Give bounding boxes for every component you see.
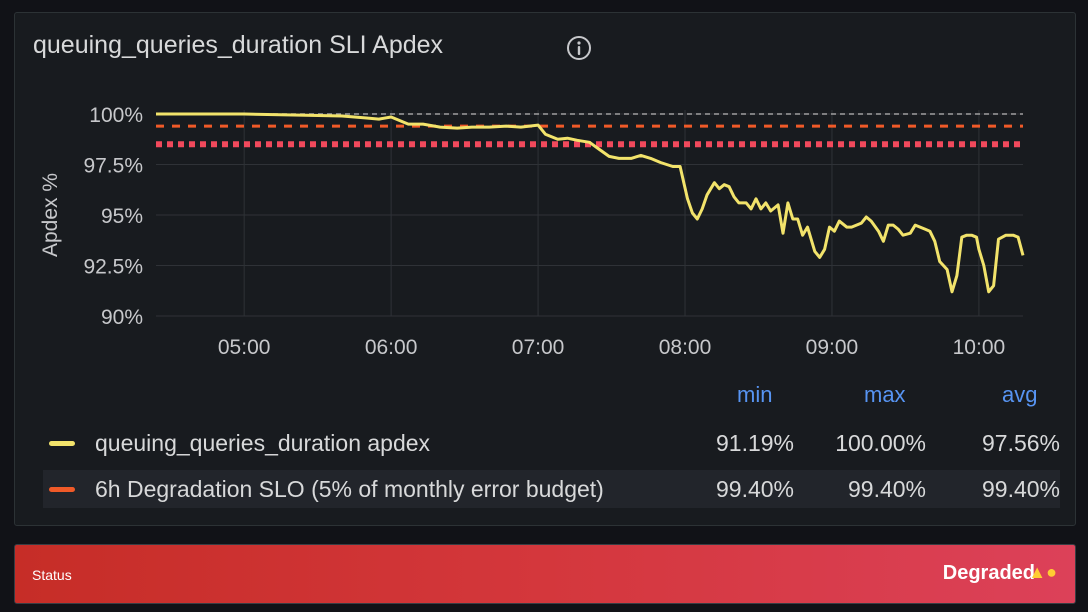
y-tick-label: 100% <box>89 104 143 127</box>
legend-min-value: 91.19% <box>715 430 794 456</box>
x-tick-label: 09:00 <box>806 336 859 359</box>
legend-header-min[interactable]: min <box>737 382 773 407</box>
legend-avg-value: 97.56% <box>981 430 1060 456</box>
fire-icon: ▲ <box>1028 562 1047 582</box>
legend-avg-value: 99.40% <box>981 476 1060 502</box>
y-tick-label: 90% <box>101 306 143 329</box>
status-icons: ▲● <box>1028 562 1057 583</box>
legend-row-apdex[interactable]: queuing_queries_duration apdex 91.19% 10… <box>43 424 1060 462</box>
y-tick-label: 95% <box>101 205 143 228</box>
apdex-panel: queuing_queries_duration SLI Apdex 100% 9… <box>14 12 1076 526</box>
hot-face-icon: ● <box>1046 562 1057 582</box>
y-tick-label: 97.5% <box>83 155 143 178</box>
legend-series-name[interactable]: queuing_queries_duration apdex <box>95 430 431 456</box>
legend-header-avg[interactable]: avg <box>1002 382 1038 407</box>
info-circle-icon[interactable] <box>566 35 592 61</box>
panel-title: queuing_queries_duration SLI Apdex <box>33 31 444 59</box>
y-axis-label: Apdex % <box>39 173 62 257</box>
x-tick-label: 05:00 <box>218 336 271 359</box>
legend-header-max[interactable]: max <box>864 382 906 407</box>
x-tick-label: 07:00 <box>512 336 565 359</box>
x-tick-label: 08:00 <box>659 336 712 359</box>
status-banner: Status Degraded ▲● <box>14 544 1076 604</box>
y-tick-label: 92.5% <box>83 256 143 279</box>
legend-series-name[interactable]: 6h Degradation SLO (5% of monthly error … <box>95 476 604 502</box>
x-tick-label: 10:00 <box>953 336 1006 359</box>
legend-swatch-apdex <box>49 441 75 446</box>
legend-row-slo[interactable]: 6h Degradation SLO (5% of monthly error … <box>43 470 1060 508</box>
legend-max-value: 99.40% <box>847 476 926 502</box>
status-value: Degraded <box>942 562 1035 584</box>
status-label: Status <box>32 567 72 583</box>
legend-swatch-slo <box>49 487 75 492</box>
legend-max-value: 100.00% <box>835 430 926 456</box>
apdex-chart[interactable]: 100% 97.5% 95% 92.5% 90% 05:00 06:00 07:00 08:00… <box>15 13 1075 373</box>
series-line-apdex <box>156 112 1025 294</box>
x-tick-label: 06:00 <box>365 336 418 359</box>
legend-min-value: 99.40% <box>715 476 794 502</box>
